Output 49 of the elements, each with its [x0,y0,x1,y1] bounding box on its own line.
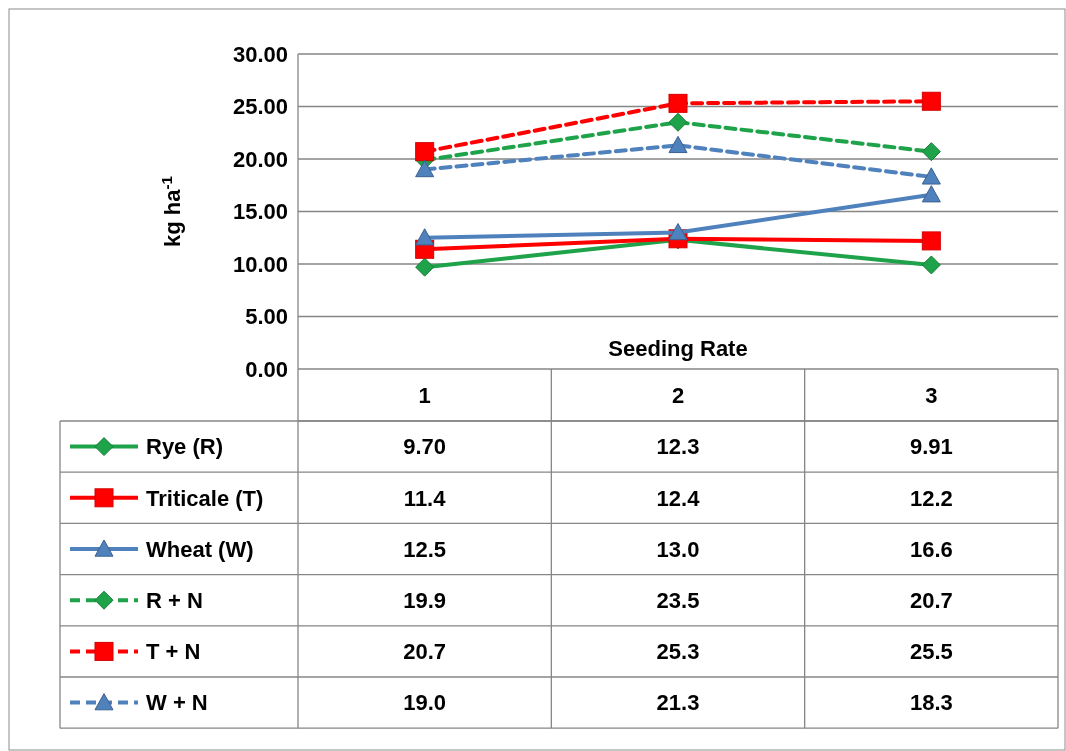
data-label: 19.9 [403,587,447,613]
legend-label: R + N [146,587,203,613]
legend-label: W + N [146,690,208,716]
data-label: 25.3 [656,639,700,665]
data-label: 16.6 [909,536,953,562]
point [921,142,941,162]
x-tick-label: 1 [418,382,431,408]
y-tick-label: 30.00 [232,41,288,67]
data-label: 20.7 [909,587,953,613]
data-label: 12.4 [656,485,701,511]
point [921,167,941,185]
data-label: 11.4 [403,485,447,511]
point [415,228,435,246]
data-label: 18.3 [909,690,953,716]
data-label: 13.0 [656,536,700,562]
legend-label: Wheat (W) [146,536,254,562]
point [921,91,941,111]
point [668,223,688,241]
data-label: 9.70 [403,434,447,460]
point [668,112,688,132]
point [921,231,941,251]
legend-label: T + N [146,639,201,665]
data-label: 23.5 [656,587,700,613]
data-label: 9.91 [909,434,953,460]
data-label: 20.7 [403,639,447,665]
data-label: 21.3 [656,690,700,716]
legend-label: Rye (R) [146,434,224,460]
data-label: 12.5 [403,536,447,562]
point [921,255,941,275]
data-label: 12.3 [656,434,700,460]
point [415,142,435,162]
y-tick-label: 20.00 [232,146,288,172]
point [921,185,941,203]
y-tick-label: 10.00 [232,251,288,277]
point [415,160,435,178]
x-axis-title: Seeding Rate [608,336,748,361]
y-tick-label: 5.00 [245,304,288,330]
y-tick-label: 25.00 [232,94,288,120]
y-tick-label: 15.00 [232,199,288,225]
x-tick-label: 3 [925,382,938,408]
point [668,93,688,113]
y-tick-label: 0.00 [245,356,288,382]
data-label: 25.5 [909,639,953,665]
point [668,135,688,154]
data-label: 19.0 [403,690,447,716]
point [415,257,435,277]
data-label: 12.2 [909,485,953,511]
legend-label: Triticale (T) [146,485,264,511]
x-tick-label: 2 [671,382,685,408]
